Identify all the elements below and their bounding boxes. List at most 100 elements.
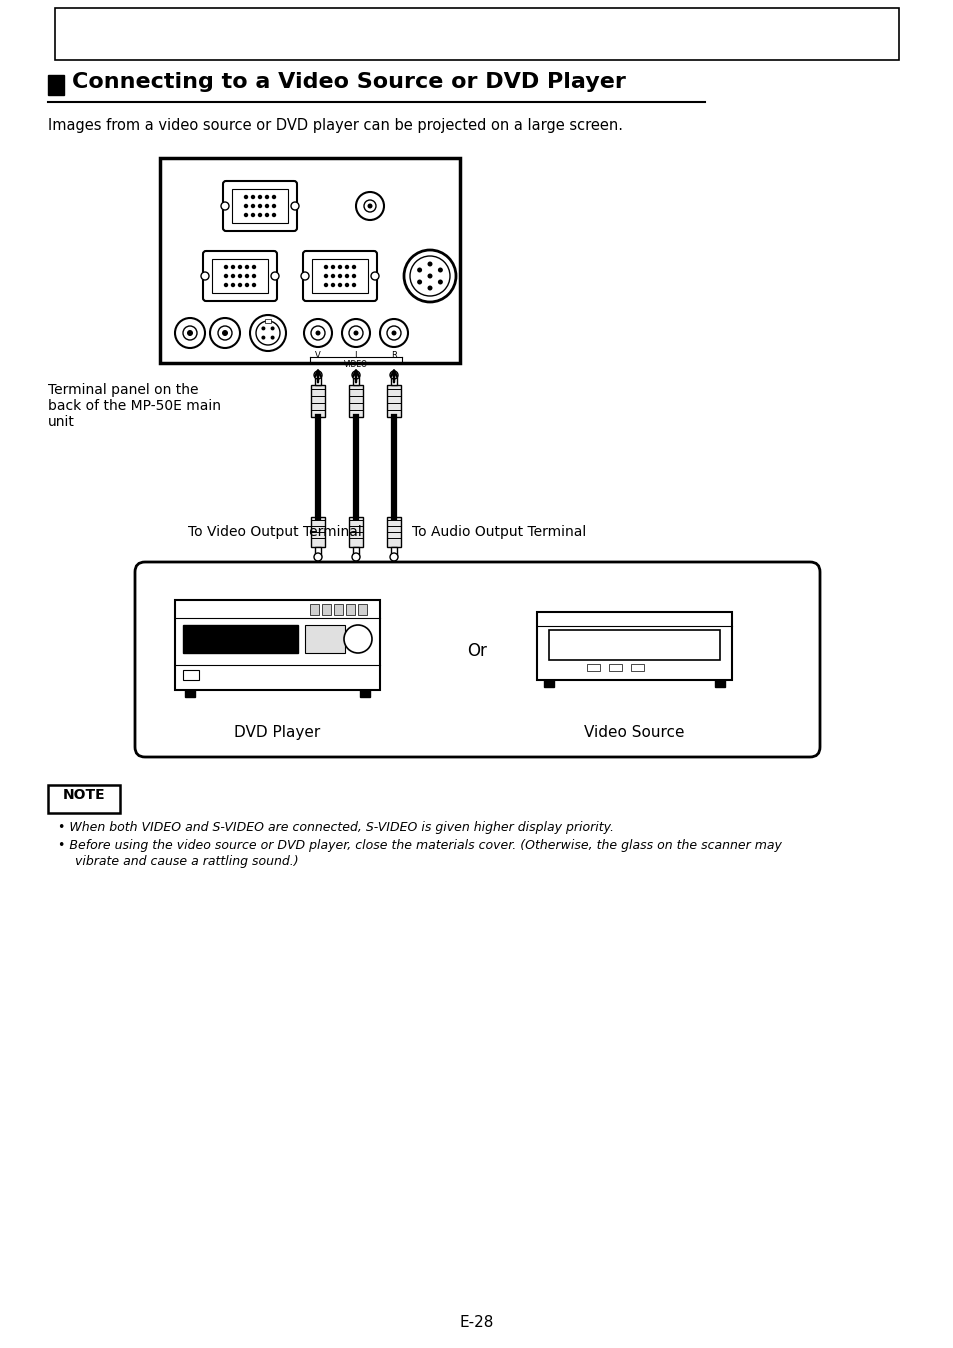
Circle shape: [331, 283, 335, 287]
Circle shape: [403, 249, 456, 302]
Bar: [353, 375, 358, 386]
Circle shape: [345, 266, 348, 268]
Bar: [608, 665, 621, 671]
Circle shape: [416, 279, 421, 284]
Circle shape: [253, 266, 255, 268]
Circle shape: [311, 326, 325, 340]
Text: Images from a video source or DVD player can be projected on a large screen.: Images from a video source or DVD player…: [48, 119, 622, 133]
Circle shape: [314, 553, 322, 561]
Circle shape: [338, 266, 341, 268]
Bar: [586, 665, 599, 671]
Circle shape: [224, 275, 227, 278]
Bar: [359, 690, 370, 697]
Circle shape: [273, 195, 275, 198]
Circle shape: [355, 191, 384, 220]
Circle shape: [253, 275, 255, 278]
Bar: [391, 547, 396, 557]
Circle shape: [232, 266, 234, 268]
Circle shape: [244, 213, 247, 217]
Bar: [174, 600, 379, 690]
Text: To Video Output Terminal: To Video Output Terminal: [188, 524, 361, 539]
Circle shape: [224, 283, 227, 287]
Circle shape: [222, 330, 228, 336]
Bar: [387, 518, 400, 547]
Text: R: R: [391, 350, 396, 360]
Text: E-28: E-28: [459, 1316, 494, 1330]
Bar: [346, 604, 355, 615]
Circle shape: [210, 318, 240, 348]
Circle shape: [349, 326, 363, 340]
Circle shape: [273, 205, 275, 208]
Circle shape: [416, 267, 421, 272]
Circle shape: [265, 195, 268, 198]
Circle shape: [352, 553, 359, 561]
Circle shape: [345, 275, 348, 278]
Bar: [630, 665, 643, 671]
Circle shape: [273, 213, 275, 217]
Circle shape: [258, 205, 261, 208]
Text: • When both VIDEO and S-VIDEO are connected, S-VIDEO is given higher display pri: • When both VIDEO and S-VIDEO are connec…: [58, 821, 614, 834]
Text: vibrate and cause a rattling sound.): vibrate and cause a rattling sound.): [67, 855, 298, 868]
Circle shape: [201, 272, 209, 280]
Circle shape: [391, 330, 396, 336]
Text: NOTE: NOTE: [63, 789, 105, 802]
Circle shape: [252, 213, 254, 217]
Circle shape: [258, 213, 261, 217]
Circle shape: [232, 275, 234, 278]
FancyBboxPatch shape: [312, 259, 368, 293]
Bar: [55, 8, 898, 61]
Circle shape: [341, 319, 370, 346]
Circle shape: [371, 272, 378, 280]
Bar: [322, 604, 331, 615]
Circle shape: [314, 371, 322, 379]
Circle shape: [315, 330, 320, 336]
FancyBboxPatch shape: [303, 251, 376, 301]
Circle shape: [258, 195, 261, 198]
Bar: [310, 604, 318, 615]
Circle shape: [245, 275, 248, 278]
Circle shape: [352, 266, 355, 268]
Circle shape: [352, 283, 355, 287]
Text: DVD Player: DVD Player: [234, 725, 320, 740]
FancyBboxPatch shape: [232, 189, 288, 222]
Circle shape: [427, 262, 432, 267]
Circle shape: [252, 195, 254, 198]
Circle shape: [174, 318, 205, 348]
Text: L: L: [354, 350, 358, 360]
Circle shape: [232, 283, 234, 287]
Circle shape: [338, 283, 341, 287]
Circle shape: [301, 272, 309, 280]
Bar: [314, 375, 320, 386]
Bar: [183, 625, 297, 652]
Bar: [349, 386, 363, 417]
Circle shape: [252, 205, 254, 208]
Circle shape: [183, 326, 196, 340]
Circle shape: [427, 286, 432, 291]
Text: To Audio Output Terminal: To Audio Output Terminal: [412, 524, 586, 539]
Circle shape: [324, 283, 327, 287]
Bar: [185, 690, 194, 697]
Text: Connecting to a Video Source or DVD Player: Connecting to a Video Source or DVD Play…: [71, 71, 625, 92]
Bar: [334, 604, 343, 615]
Bar: [314, 547, 320, 557]
Bar: [548, 630, 720, 661]
Circle shape: [352, 275, 355, 278]
Bar: [183, 670, 199, 679]
Text: Video Source: Video Source: [583, 725, 684, 740]
Bar: [387, 386, 400, 417]
Bar: [311, 386, 325, 417]
Circle shape: [244, 195, 247, 198]
Circle shape: [244, 205, 247, 208]
Bar: [714, 679, 724, 687]
Bar: [265, 319, 271, 324]
Circle shape: [250, 315, 286, 350]
Circle shape: [253, 283, 255, 287]
Circle shape: [255, 321, 280, 345]
Circle shape: [224, 266, 227, 268]
Circle shape: [331, 275, 335, 278]
Circle shape: [338, 275, 341, 278]
Text: • Before using the video source or DVD player, close the materials cover. (Other: • Before using the video source or DVD p…: [58, 838, 781, 852]
Text: Terminal panel on the
back of the MP-50E main
unit: Terminal panel on the back of the MP-50E…: [48, 383, 221, 430]
Circle shape: [390, 553, 397, 561]
Circle shape: [271, 336, 274, 340]
